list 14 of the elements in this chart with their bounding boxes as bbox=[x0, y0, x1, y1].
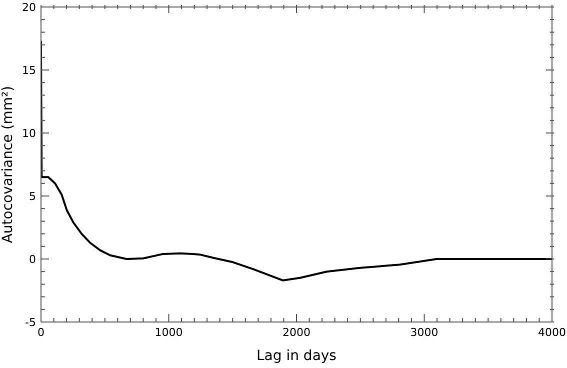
x-axis-title: Lag in days bbox=[256, 348, 336, 364]
y-axis-title: Autocovariance (mm²) bbox=[0, 86, 16, 244]
x-tick-label: 4000 bbox=[538, 326, 566, 339]
y-tick-label: 20 bbox=[22, 1, 36, 14]
line-series bbox=[41, 40, 552, 282]
y-tick-label: -5 bbox=[25, 316, 36, 329]
y-tick-label: 15 bbox=[22, 64, 36, 77]
y-tick-label: 10 bbox=[22, 127, 36, 140]
y-tick-label: 0 bbox=[29, 253, 36, 266]
x-tick-label: 0 bbox=[38, 326, 44, 339]
x-tick-label: 3000 bbox=[410, 326, 438, 339]
x-tick-label: 1000 bbox=[154, 326, 183, 339]
y-tick-label: 5 bbox=[29, 190, 36, 203]
x-tick-label: 2000 bbox=[282, 326, 310, 339]
